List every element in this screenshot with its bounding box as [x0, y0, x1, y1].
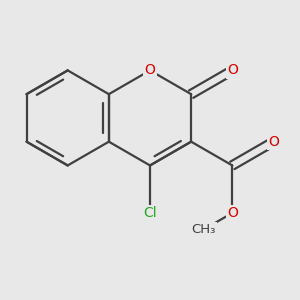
Text: O: O — [145, 63, 155, 77]
Text: O: O — [227, 63, 238, 77]
Text: O: O — [227, 206, 238, 220]
Text: CH₃: CH₃ — [191, 223, 216, 236]
Text: O: O — [268, 135, 279, 149]
Text: Cl: Cl — [143, 206, 157, 220]
